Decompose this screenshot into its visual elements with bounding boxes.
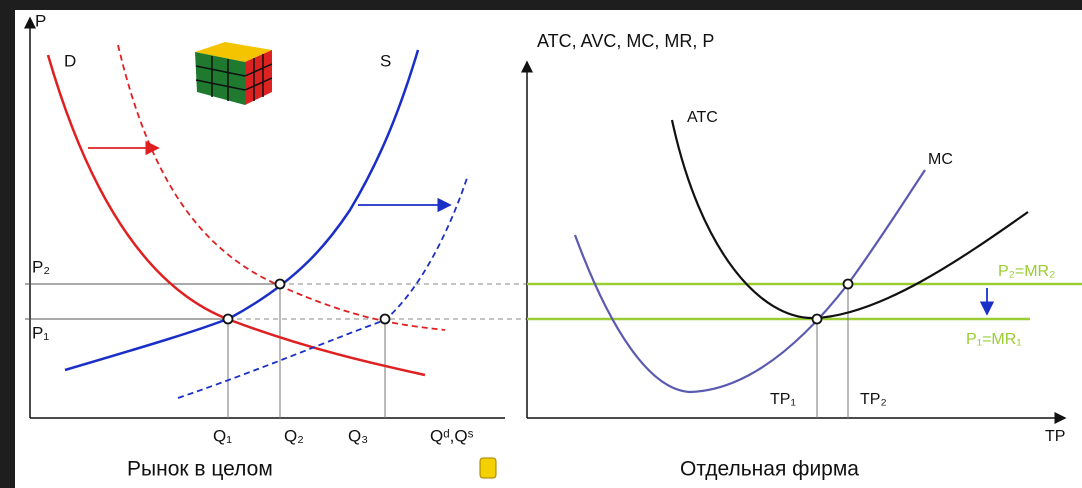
equilibrium-point: [842, 278, 854, 290]
quantity-label: Q₁: [213, 426, 232, 445]
caption: Отдельная фирма: [680, 458, 859, 481]
axis-label: Qᵈ,Qˢ: [430, 426, 474, 445]
mr-label: P₁=MR₁: [966, 331, 1022, 348]
curve-label: ATC: [687, 109, 718, 126]
price-label: P₁: [32, 323, 49, 342]
quantity-label: TP₁: [770, 391, 796, 408]
axis-label: P: [35, 11, 46, 30]
icon: [479, 457, 497, 479]
axis-label: ATC, AVC, MC, MR, P: [537, 31, 714, 51]
canvas: [15, 10, 1082, 488]
quantity-label: Q₃: [348, 426, 368, 445]
caption: Рынок в целом: [127, 458, 273, 481]
demand-curve: [46, 54, 426, 377]
cube-icon: [195, 42, 273, 105]
axis-label: TP: [1045, 428, 1065, 445]
equilibrium-point: [274, 278, 286, 290]
mc-curve: [573, 169, 926, 394]
curve-label: D: [64, 51, 76, 70]
quantity-label: Q₂: [284, 426, 304, 445]
supply-curve: [64, 49, 420, 372]
equilibrium-point: [811, 313, 823, 325]
price-label: P₂: [32, 257, 50, 276]
curve-label: S: [380, 51, 391, 70]
equilibrium-point: [379, 313, 391, 325]
curve-label: MC: [928, 151, 953, 168]
mr-label: P₂=MR₂: [998, 263, 1055, 280]
left-panel: P D S P₂ P₁ Q₁ Q₂ Q₃ Qᵈ,Qˢ Рынок в целом: [24, 11, 1030, 481]
equilibrium-point: [222, 313, 234, 325]
quantity-label: TP₂: [860, 391, 887, 408]
right-panel: ATC, AVC, MC, MR, P ATC MC P₂=MR₂ P₁=MR₁…: [521, 31, 1082, 481]
